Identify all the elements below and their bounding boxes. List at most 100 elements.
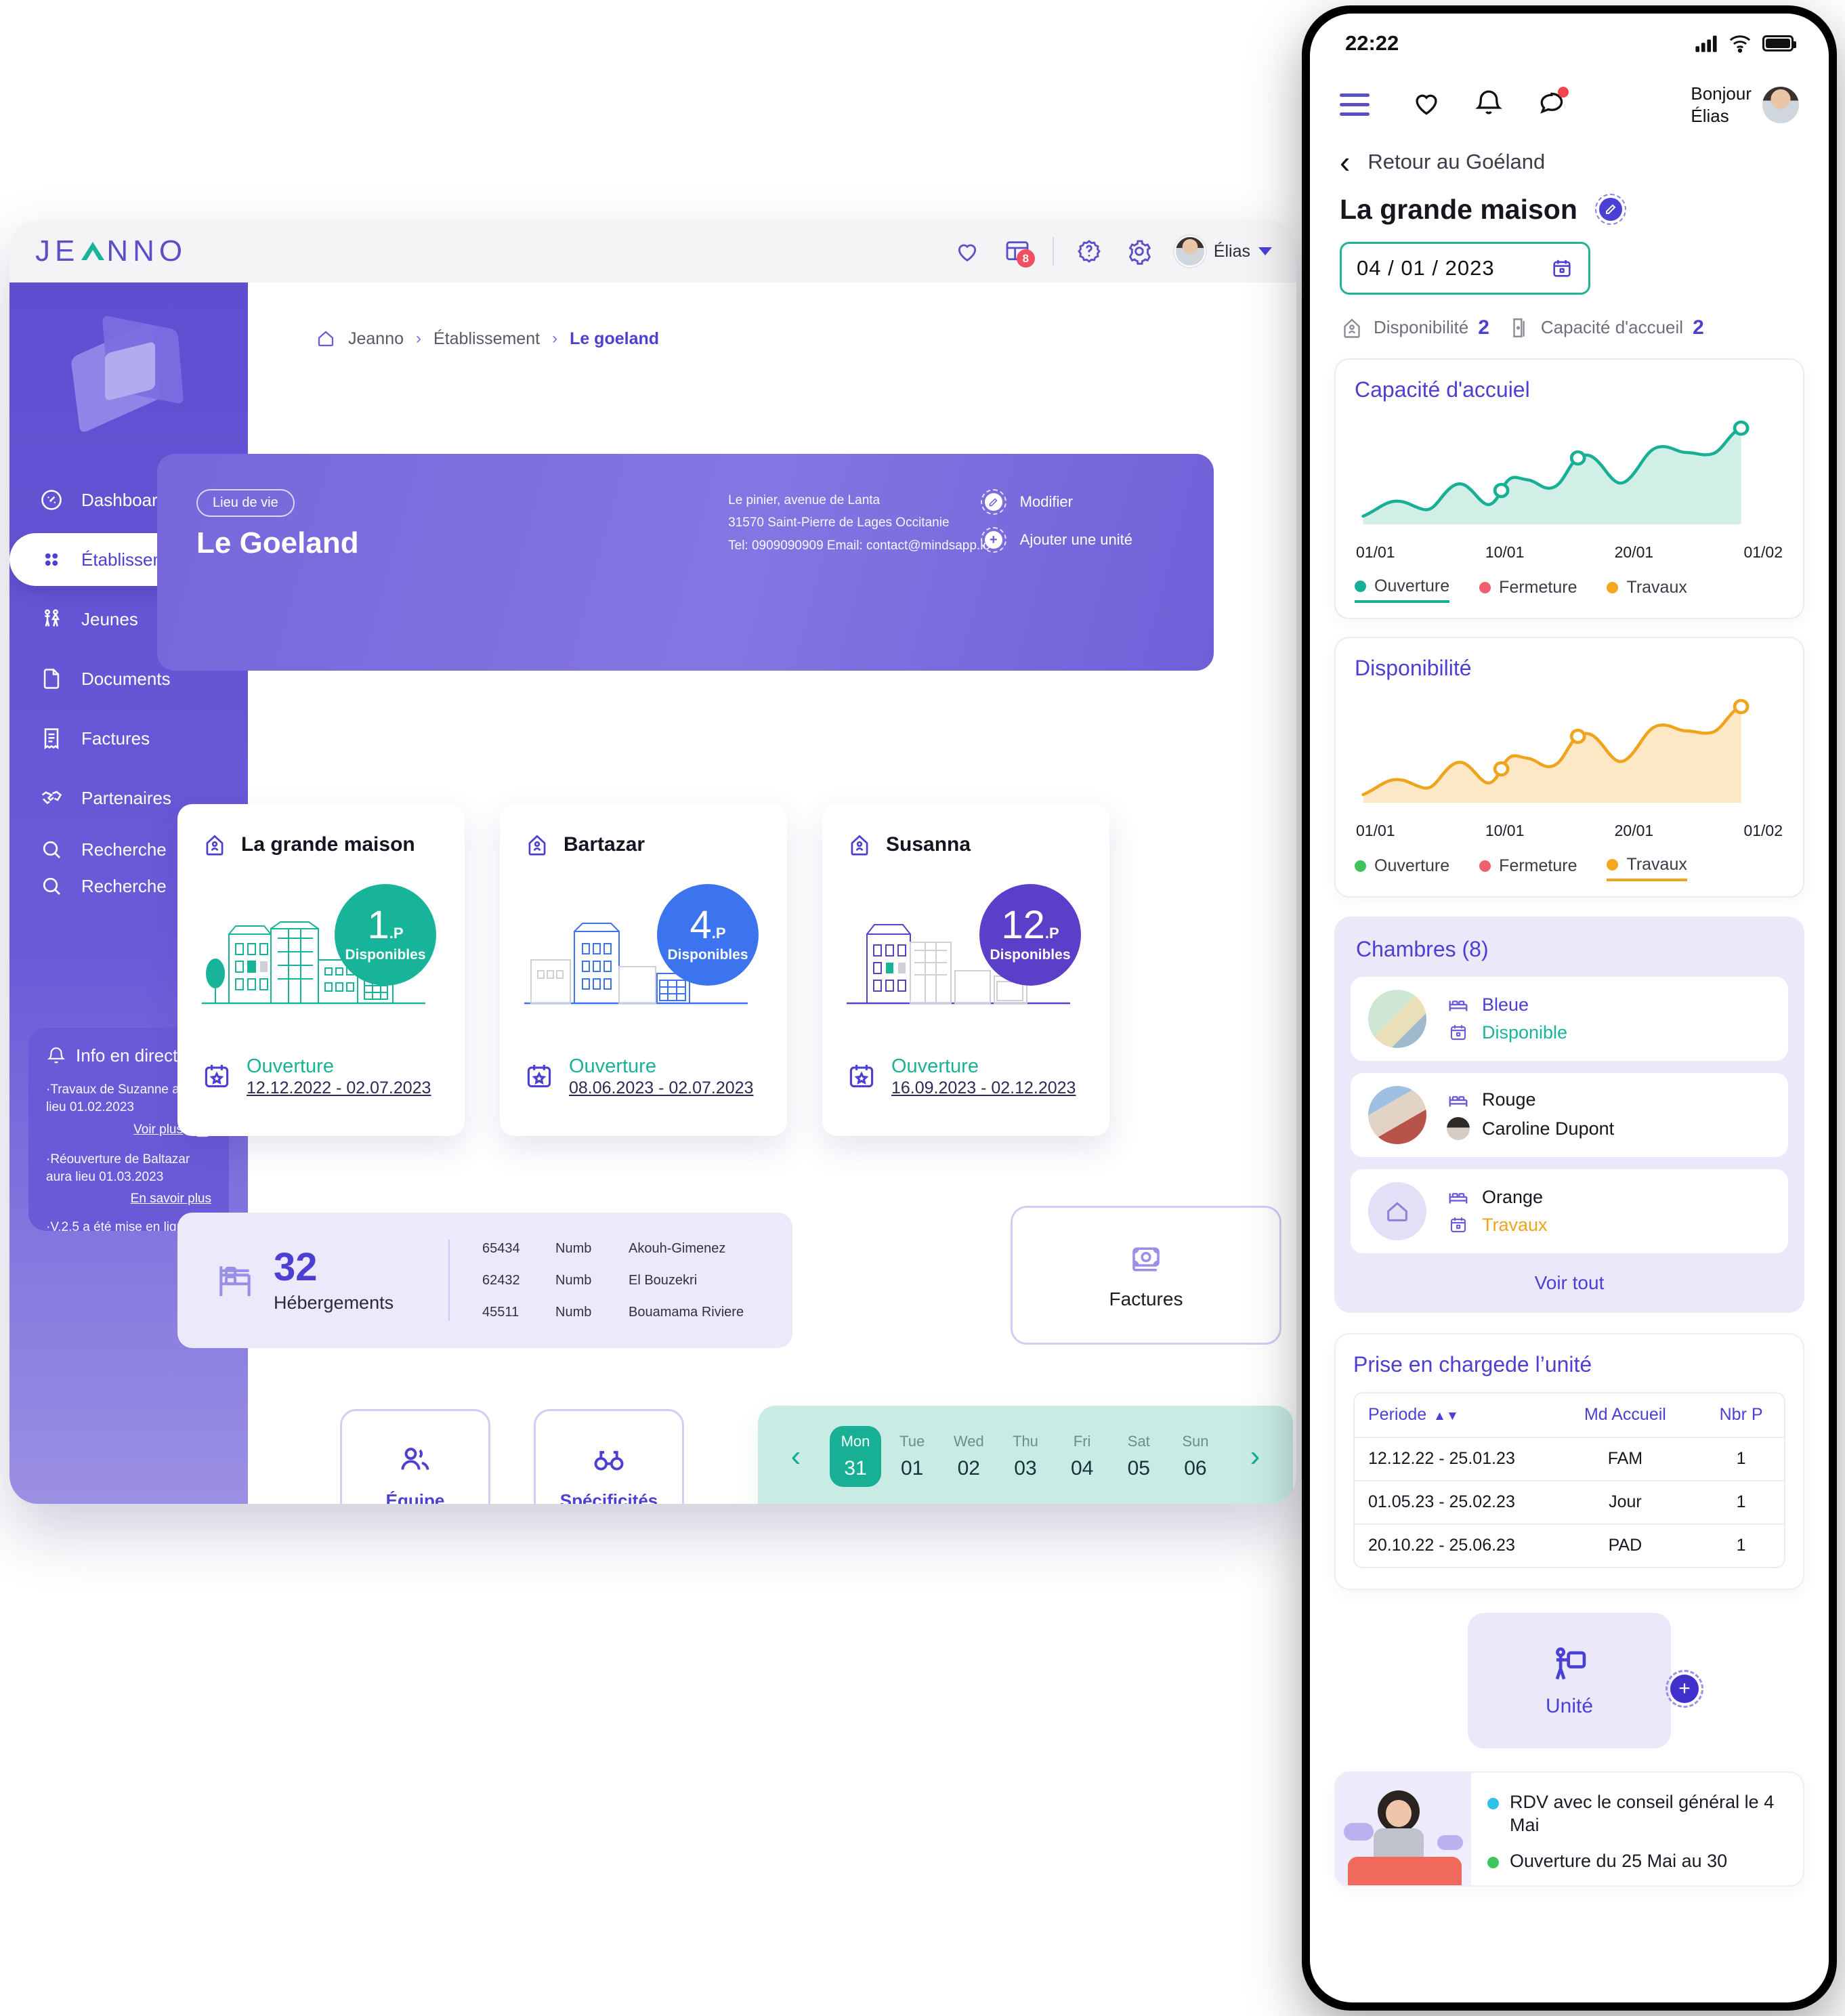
sidebar-item-partenaires[interactable]: Partenaires bbox=[24, 772, 233, 824]
row-type: Numb bbox=[555, 1304, 592, 1320]
sidebar-item-jeunes[interactable]: Jeunes bbox=[24, 593, 233, 646]
notifications-card[interactable]: RDV avec le conseil général le 4 Mai Ouv… bbox=[1334, 1771, 1804, 1887]
edit-icon[interactable] bbox=[1594, 194, 1626, 226]
list-item[interactable]: Orange Travaux bbox=[1351, 1169, 1788, 1253]
establishment-title: Le Goeland bbox=[196, 526, 359, 560]
heart-icon[interactable] bbox=[1412, 88, 1441, 121]
agenda-day[interactable]: Mon 31 bbox=[830, 1426, 881, 1487]
add-unite-button[interactable]: + bbox=[1666, 1669, 1703, 1708]
plus-icon: + bbox=[1670, 1674, 1699, 1703]
plus-icon: + bbox=[980, 527, 1006, 553]
cell-periode: 12.12.22 - 25.01.23 bbox=[1368, 1449, 1515, 1469]
ajouter-unite-button[interactable]: + Ajouter une unité bbox=[980, 527, 1132, 553]
modifier-button[interactable]: Modifier bbox=[980, 489, 1132, 515]
list-item[interactable]: Ouverture du 25 Mai au 30 bbox=[1487, 1849, 1785, 1873]
room-status-row: Disponible bbox=[1447, 1022, 1567, 1043]
voir-plus-link[interactable]: Voir plus bbox=[133, 1122, 183, 1137]
column-header-periode[interactable]: Periode ▲▼ bbox=[1368, 1405, 1459, 1425]
agenda-day[interactable]: Thu 03 bbox=[1000, 1426, 1051, 1487]
info-line-3: ·V.2.5 a été mise en ligne. lorem ipsum bbox=[46, 1219, 194, 1231]
greeting-line-2: Élias bbox=[1691, 105, 1729, 126]
list-item[interactable]: Bleue Disponible bbox=[1351, 976, 1788, 1061]
equipe-label: Équipe bbox=[385, 1490, 445, 1505]
topbar-actions: 8 Élias bbox=[952, 236, 1272, 268]
heart-icon[interactable] bbox=[952, 236, 982, 266]
user-menu[interactable]: Élias bbox=[1174, 236, 1272, 267]
edit-icon bbox=[980, 489, 1006, 515]
unit-card-header: La grande maison bbox=[202, 831, 440, 858]
sidebar-item-documents[interactable]: Documents bbox=[24, 652, 233, 705]
bell-icon[interactable] bbox=[1474, 88, 1504, 121]
sidebar-item-label: Partenaires bbox=[81, 787, 171, 808]
layout-icon[interactable]: 8 bbox=[1002, 236, 1035, 268]
chat-icon[interactable] bbox=[1536, 87, 1569, 121]
avatar[interactable] bbox=[1762, 86, 1799, 123]
menu-icon[interactable] bbox=[1340, 93, 1370, 116]
sidebar-item-dashboard[interactable]: Dashboard bbox=[24, 474, 233, 526]
unit-illustration: 1.P Disponibles bbox=[202, 877, 440, 1020]
room-thumbnail bbox=[1368, 1085, 1426, 1144]
bed-icon bbox=[1449, 1001, 1468, 1011]
day-name: Wed bbox=[953, 1433, 984, 1450]
legend-item-ouverture[interactable]: Ouverture bbox=[1355, 855, 1449, 881]
sidebar-item-recherche-1[interactable]: Recherche bbox=[24, 831, 233, 868]
legend-item-ouverture[interactable]: Ouverture bbox=[1355, 576, 1450, 603]
sidebar-item-label: Recherche bbox=[81, 875, 167, 896]
breadcrumb-item-etablissement[interactable]: Établissement bbox=[433, 329, 540, 348]
list-item[interactable]: Rouge Caroline Dupont bbox=[1351, 1072, 1788, 1157]
legend-label: Ouverture bbox=[1374, 856, 1450, 875]
agenda-day[interactable]: Tue 01 bbox=[887, 1426, 938, 1487]
chevron-right-icon: › bbox=[416, 329, 422, 348]
legend-label: Fermeture bbox=[1499, 577, 1577, 597]
specificites-tile[interactable]: Spécificités bbox=[534, 1409, 684, 1504]
unit-dates[interactable]: 08.06.2023 - 02.07.2023 bbox=[569, 1078, 754, 1097]
date-picker-field[interactable]: 04 / 01 / 2023 bbox=[1340, 241, 1590, 295]
back-navigation[interactable]: ‹ Retour au Goéland bbox=[1310, 127, 1829, 177]
calendar-star-icon bbox=[849, 1065, 874, 1088]
establishment-type-chip: Lieu de vie bbox=[196, 489, 295, 517]
legend-item-travaux[interactable]: Travaux bbox=[1607, 576, 1687, 603]
unit-dates[interactable]: 12.12.2022 - 02.07.2023 bbox=[247, 1078, 431, 1097]
unit-dates[interactable]: 16.09.2023 - 02.12.2023 bbox=[891, 1078, 1076, 1097]
legend-item-travaux[interactable]: Travaux bbox=[1607, 855, 1687, 881]
address-line-1: Le pinier, avenue de Lanta bbox=[728, 493, 881, 507]
unit-card[interactable]: Susanna 12.P bbox=[822, 804, 1109, 1136]
layout-badge: 8 bbox=[1016, 249, 1035, 268]
en-savoir-plus-link[interactable]: En savoir plus bbox=[130, 1191, 211, 1206]
cell-nbr-p: 1 bbox=[1736, 1536, 1746, 1555]
agenda-day[interactable]: Sat 05 bbox=[1113, 1426, 1164, 1487]
legend-dot bbox=[1355, 580, 1366, 592]
cell-periode: 20.10.22 - 25.06.23 bbox=[1368, 1536, 1515, 1555]
unit-card[interactable]: Bartazar 4.P bbox=[500, 804, 787, 1136]
column-header-md-accueil: Md Accueil bbox=[1584, 1405, 1666, 1425]
table-row: 20.10.22 - 25.06.23 PAD 1 bbox=[1355, 1523, 1784, 1567]
home-icon[interactable] bbox=[316, 329, 336, 349]
status-indicators bbox=[1695, 34, 1796, 53]
gear-icon[interactable] bbox=[1124, 236, 1154, 266]
breadcrumb-item-jeanno[interactable]: Jeanno bbox=[348, 329, 404, 348]
equipe-tile[interactable]: Équipe bbox=[340, 1409, 490, 1504]
day-name: Fri bbox=[1073, 1433, 1091, 1450]
day-number: 31 bbox=[844, 1457, 867, 1479]
agenda-day[interactable]: Wed 02 bbox=[943, 1426, 994, 1487]
list-item[interactable]: RDV avec le conseil général le 4 Mai bbox=[1487, 1790, 1785, 1837]
availability-count: 12 bbox=[1001, 903, 1045, 948]
establishment-hero: Lieu de vie Le Goeland Le pinier, avenue… bbox=[157, 454, 1214, 671]
sidebar-item-factures[interactable]: Factures bbox=[24, 712, 233, 765]
chambres-see-all-link[interactable]: Voir tout bbox=[1534, 1272, 1605, 1293]
unit-card[interactable]: La grande maison bbox=[177, 804, 465, 1136]
factures-card[interactable]: Factures bbox=[1011, 1206, 1281, 1345]
legend-item-fermeture[interactable]: Fermeture bbox=[1479, 855, 1577, 881]
legend-label: Fermeture bbox=[1499, 856, 1577, 875]
agenda-day[interactable]: Fri 04 bbox=[1057, 1426, 1108, 1487]
next-week-button[interactable]: › bbox=[1250, 1440, 1260, 1473]
day-name: Sat bbox=[1127, 1433, 1150, 1450]
agenda-day[interactable]: Sun 06 bbox=[1170, 1426, 1221, 1487]
prise-en-charge-title: Prise en chargede l’unité bbox=[1353, 1351, 1592, 1377]
help-icon[interactable] bbox=[1074, 236, 1104, 266]
legend-item-fermeture[interactable]: Fermeture bbox=[1479, 576, 1577, 603]
unite-button[interactable]: Unité + bbox=[1468, 1612, 1703, 1748]
greeting-block[interactable]: Bonjour Élias bbox=[1691, 83, 1799, 127]
prev-week-button[interactable]: ‹ bbox=[790, 1440, 801, 1473]
sidebar-item-recherche-2[interactable]: Recherche bbox=[24, 868, 233, 904]
